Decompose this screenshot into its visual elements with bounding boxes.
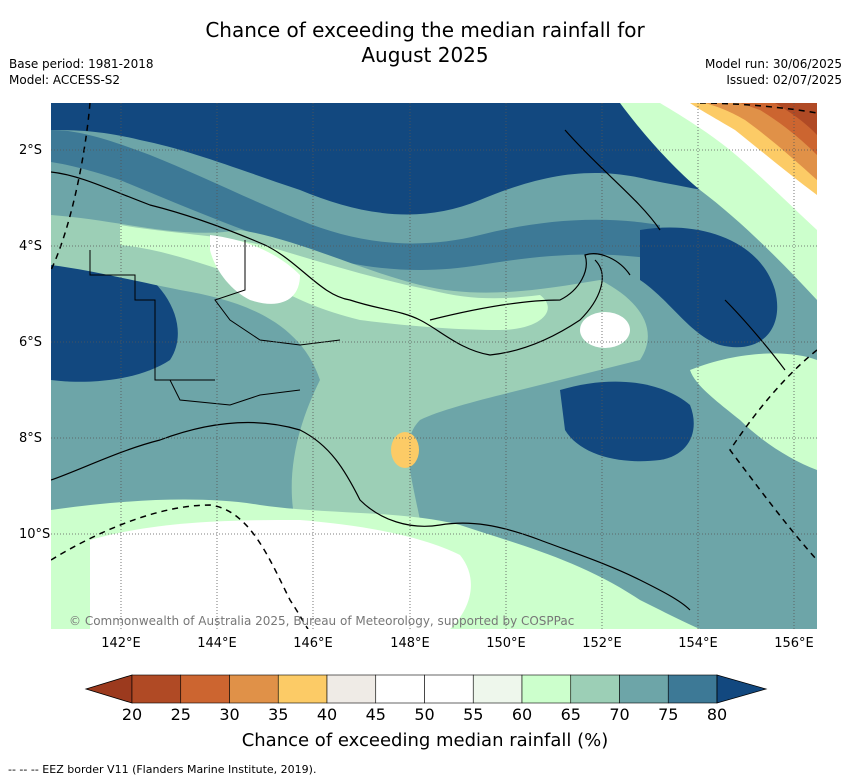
colorbar-tick-label: 20 (121, 705, 143, 724)
colorbar-segment (375, 674, 425, 704)
colorbar-label: Chance of exceeding median rainfall (%) (241, 730, 609, 751)
lon-label: 150°E (486, 636, 526, 651)
field-dry-spot (391, 432, 419, 468)
lon-label: 152°E (582, 636, 622, 651)
lat-label: 2°S (19, 143, 43, 158)
coastline-bougainville (724, 299, 786, 371)
eez-border-west (51, 103, 91, 271)
lon-label: 156°E (774, 636, 814, 651)
field-north-mid (51, 130, 660, 270)
colorbar-tick-label: 35 (268, 705, 289, 724)
lat-label: 8°S (19, 431, 43, 446)
field-east-dark (640, 227, 778, 348)
coastline-new-britain (429, 253, 631, 321)
lon-label: 142°E (101, 636, 141, 651)
field-east-green (690, 353, 817, 470)
colorbar-segment (667, 674, 718, 704)
colorbar-tick-label: 80 (706, 705, 728, 724)
colorbar-tick-label: 25 (170, 705, 191, 724)
lon-label: 146°E (293, 636, 333, 651)
colorbar-segment (424, 674, 474, 704)
field-ne-20 (775, 103, 817, 135)
colorbar-tick-label: 75 (658, 705, 679, 724)
eez-border-east (729, 349, 817, 561)
title-line-1: Chance of exceeding the median rainfall … (205, 18, 645, 42)
colorbar-tick-label: 30 (219, 705, 240, 724)
lon-label: 154°E (678, 636, 718, 651)
eez-legend: -- -- -- EEZ border V11 (Flanders Marine… (8, 763, 317, 776)
lon-label: 148°E (390, 636, 430, 651)
map-title: Chance of exceeding the median rainfall … (0, 18, 850, 68)
credit-text: © Commonwealth of Australia 2025, Bureau… (69, 614, 575, 628)
base-period: Base period: 1981-2018 (9, 57, 154, 71)
issued-date: Issued: 02/07/2025 (726, 73, 842, 87)
field-south-dark (560, 381, 694, 462)
model-run: Model run: 30/06/2025 (704, 57, 842, 71)
lat-label: 6°S (19, 335, 43, 350)
lat-label: 4°S (19, 239, 43, 254)
eez-border-ne (699, 103, 817, 114)
colorbar-segment (180, 674, 230, 704)
colorbar-segment (619, 674, 669, 704)
coastline-png-north (51, 171, 603, 356)
colorbar-segment (277, 674, 328, 704)
coastline-png-south (51, 422, 691, 611)
field-central-green (51, 215, 648, 540)
colorbar-segment (131, 674, 182, 704)
lat-label: 10°S (19, 527, 51, 542)
title-line-2: August 2025 (361, 43, 489, 67)
field-north-dark (51, 103, 817, 215)
colorbar-segment (521, 674, 572, 704)
province-border-1 (89, 250, 215, 381)
colorbar-segment (229, 674, 279, 704)
field-pale-spot (580, 312, 630, 348)
colorbar-tick-label: 65 (560, 705, 581, 724)
lon-label: 144°E (197, 636, 237, 651)
eez-border-south (51, 504, 309, 629)
colorbar-segment (472, 674, 523, 704)
colorbar-tick-label: 50 (414, 705, 435, 724)
province-border-3 (169, 379, 301, 406)
colorbar-extend-high (716, 674, 768, 704)
rainfall-map (51, 103, 817, 629)
model-name: Model: ACCESS-S2 (9, 73, 121, 87)
field-south-white (90, 520, 471, 629)
meta-right: Model run: 30/06/2025 Issued: 02/07/2025 (705, 56, 842, 88)
colorbar-extend-low (84, 674, 133, 704)
colorbar-segment (326, 674, 377, 704)
colorbar-segment (570, 674, 620, 704)
province-border-2 (214, 240, 341, 346)
colorbar-tick-label: 70 (609, 705, 630, 724)
colorbar-tick-label: 60 (511, 705, 533, 724)
colorbar-tick-label: 55 (463, 705, 484, 724)
colorbar-tick-label: 40 (316, 705, 338, 724)
meta-left: Base period: 1981-2018 Model: ACCESS-S2 (9, 56, 154, 88)
colorbar-tick-label: 45 (365, 705, 386, 724)
coastline-new-ireland (564, 129, 661, 231)
field-central-white (210, 235, 300, 304)
